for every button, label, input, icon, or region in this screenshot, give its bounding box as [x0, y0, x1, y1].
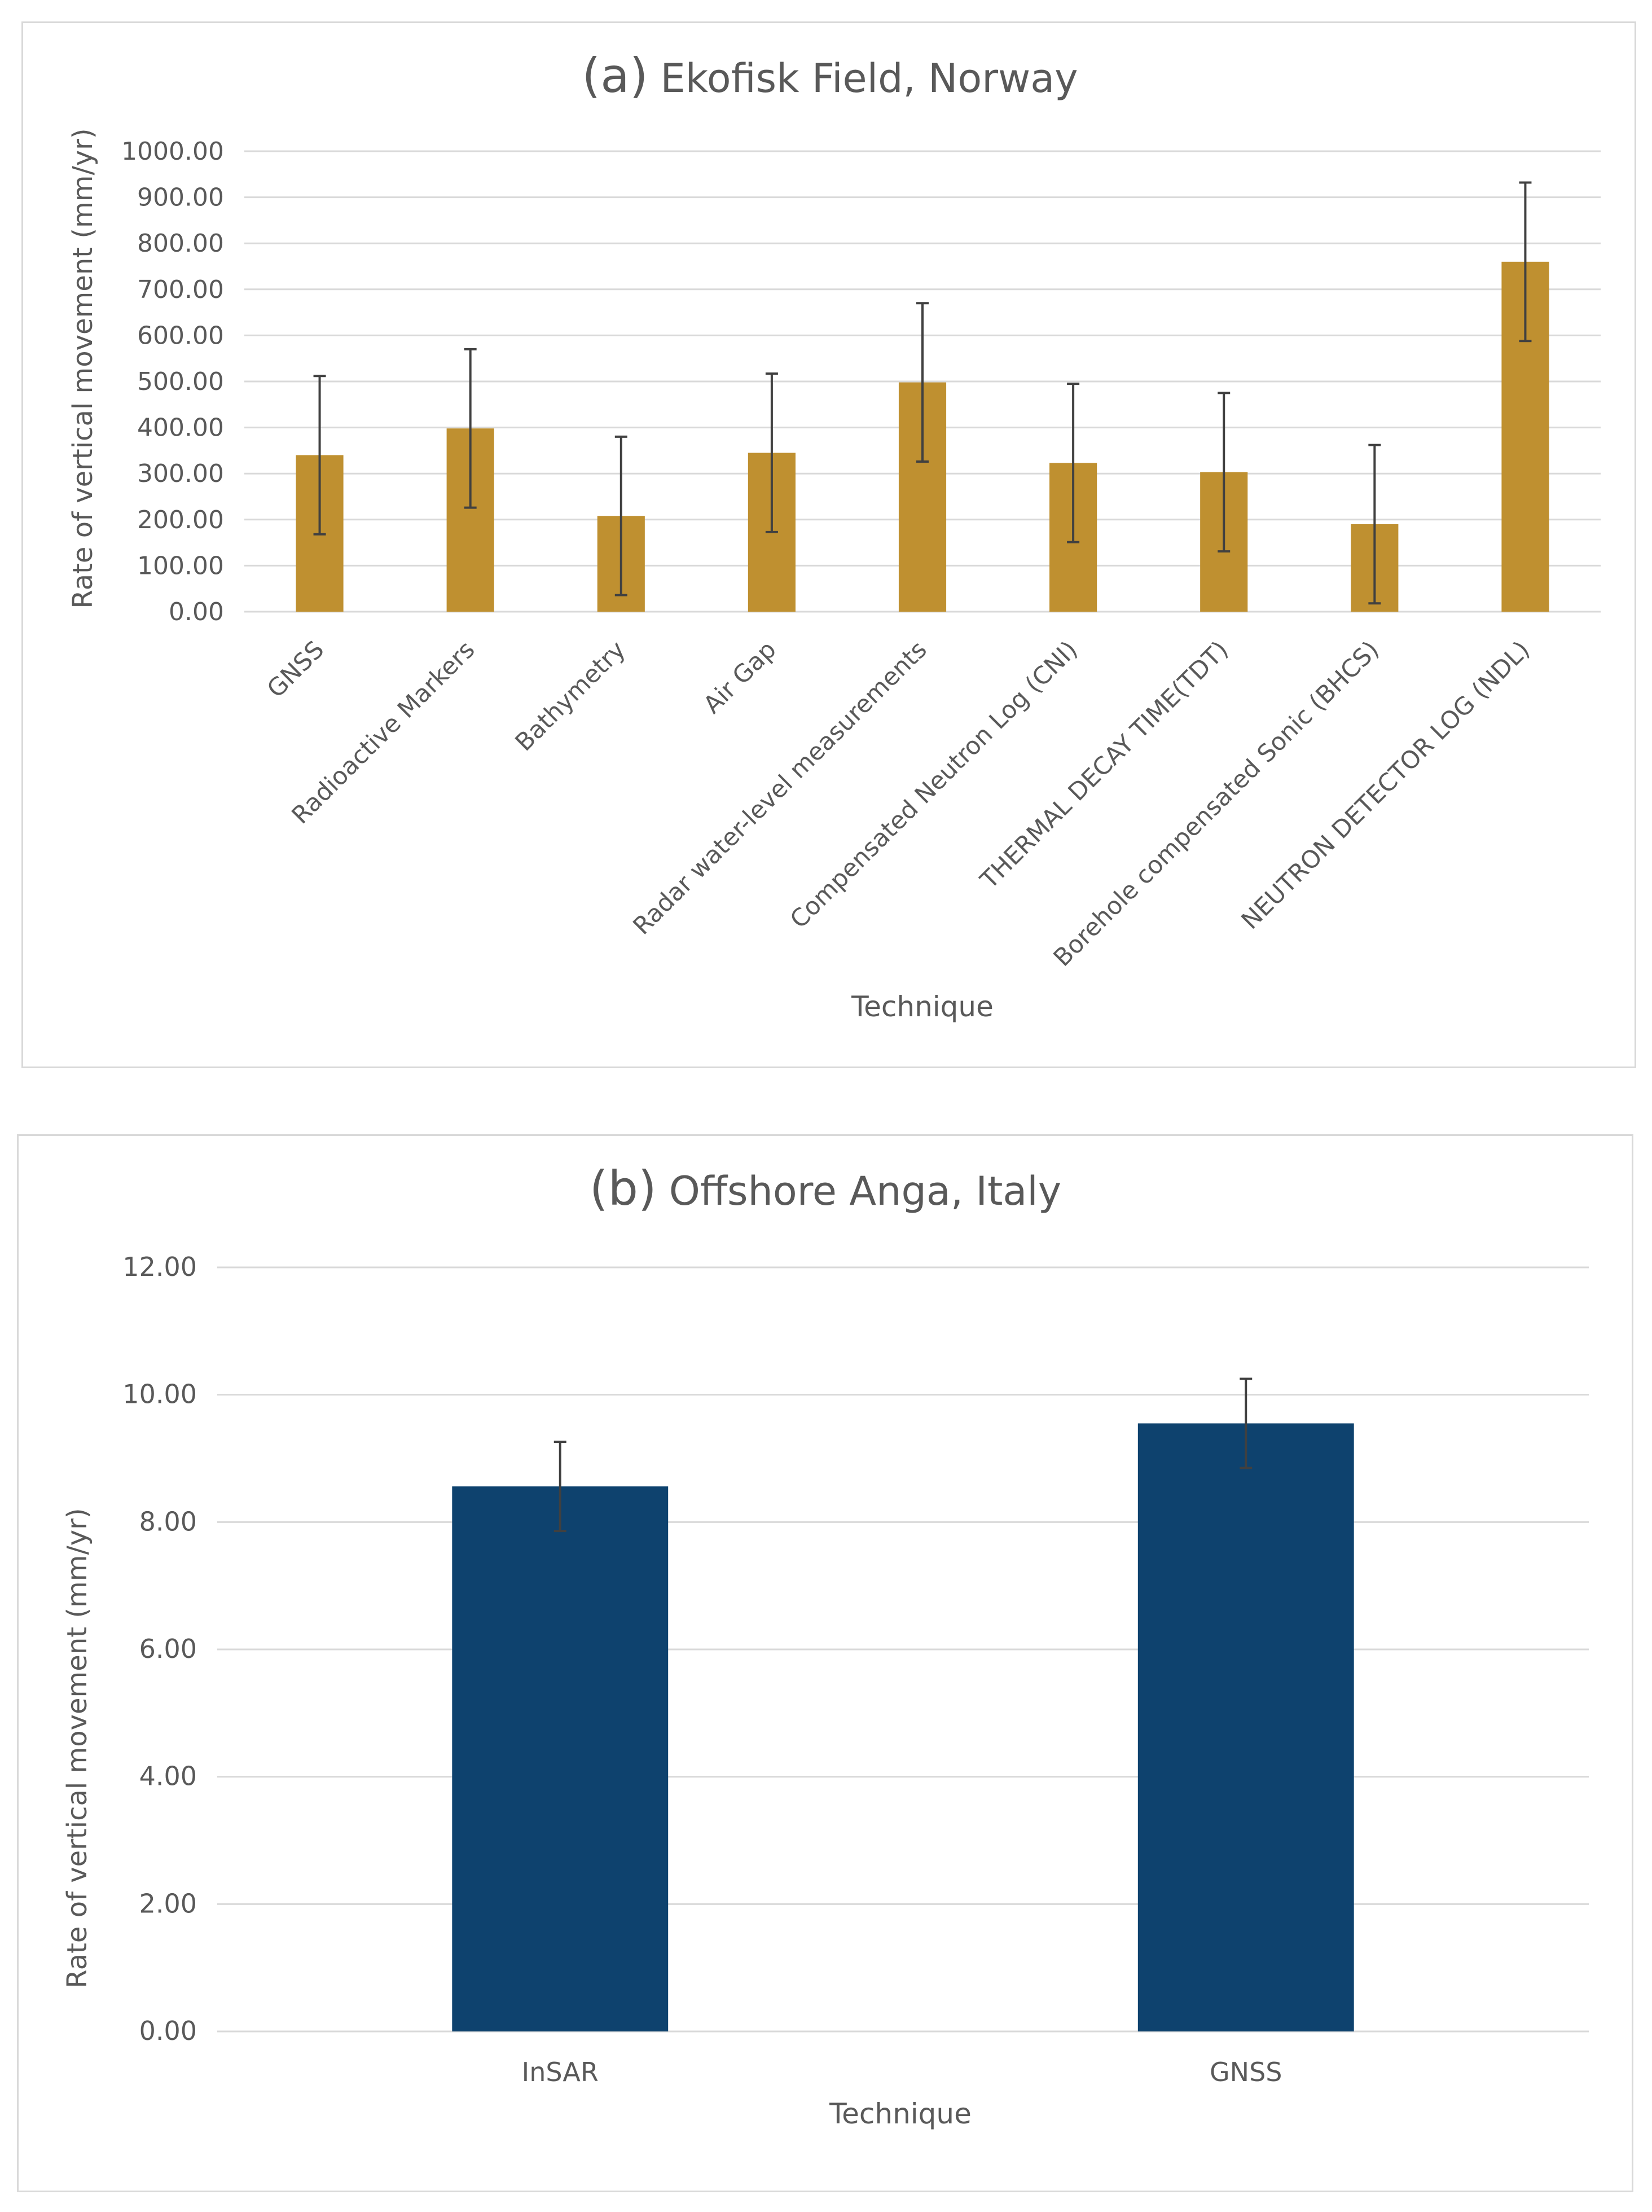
chart-a-title-text: Ekofisk Field, Norway	[660, 55, 1078, 102]
chart-a-y-axis-label: Rate of vertical movement (mm/yr)	[67, 128, 99, 608]
chart-b-y-tick-label: 6.00	[139, 1634, 197, 1664]
chart-a-error-bar	[1218, 392, 1231, 553]
chart-a-x-tick-label: NEUTRON DETECTOR LOG (NDL)	[1236, 635, 1535, 934]
chart-a-x-tick-label: Bathymetry	[510, 635, 631, 757]
chart-b-x-tick-label: GNSS	[1210, 2057, 1282, 2087]
chart-a-y-ticks: 0.00 100.00 200.00 300.00 400.00 500.00 600.00…	[121, 137, 224, 626]
chart-b-y-ticks: 0.00 2.00 4.00 6.00 8.00 10.00 12.00	[122, 1252, 197, 2046]
chart-b-error-bar	[553, 1441, 566, 1533]
chart-a-error-bar	[1368, 444, 1381, 605]
chart-a-y-tick-label: 600.00	[137, 321, 224, 350]
chart-a-y-tick-label: 0.00	[169, 598, 224, 626]
chart-a-error-bar	[1067, 383, 1080, 543]
chart-a-y-tick-label: 900.00	[137, 183, 224, 212]
chart-b-title: (b) Offshore Anga, Italy	[590, 1161, 1061, 1216]
chart-b-y-tick-label: 8.00	[139, 1506, 197, 1537]
chart-b-y-tick-label: 4.00	[139, 1761, 197, 1792]
chart-a-error-bar	[614, 435, 627, 596]
chart-b-bars	[452, 1423, 1354, 2031]
chart-b-x-axis-label: Technique	[829, 2097, 972, 2130]
chart-a-error-bar	[765, 372, 778, 533]
chart-a-x-tick-label: THERMAL DECAY TIME(TDT)	[975, 635, 1234, 894]
chart-b-x-ticks: InSAR GNSS	[522, 2057, 1282, 2087]
chart-a-y-tick-label: 100.00	[137, 551, 224, 580]
chart-a-x-axis-label: Technique	[851, 990, 994, 1023]
chart-a-error-bar	[916, 302, 929, 463]
chart-a-error-bar	[1519, 181, 1532, 343]
chart-a-x-tick-label: Air Gap	[698, 635, 781, 719]
chart-a-y-tick-label: 700.00	[137, 275, 224, 304]
chart-b-error-bar	[1240, 1377, 1253, 1469]
chart-a-x-tick-label: Borehole compensated Sonic (BHCS)	[1048, 635, 1385, 972]
chart-b-y-tick-label: 2.00	[139, 1888, 197, 1919]
chart-b-gridlines	[217, 1266, 1589, 2033]
chart-b: (b) Offshore Anga, Italy 0.00 2.00 4.00 6.00…	[61, 1161, 1589, 2130]
chart-a-error-bar	[313, 375, 326, 536]
chart-panel-b: (b) Offshore Anga, Italy 0.00 2.00 4.00 6.00…	[17, 1134, 1633, 2192]
chart-a-x-tick-label: GNSS	[262, 635, 329, 703]
chart-a-y-tick-label: 200.00	[137, 506, 224, 534]
chart-b-y-tick-label: 10.00	[122, 1379, 197, 1410]
chart-b-y-axis-label: Rate of vertical movement (mm/yr)	[61, 1508, 93, 1988]
chart-a-y-tick-label: 400.00	[137, 414, 224, 442]
chart-b-title-prefix: (b)	[590, 1161, 657, 1216]
chart-a-x-tick-label: Compensated Neutron Log (CNI)	[785, 635, 1083, 934]
chart-a-y-tick-label: 1000.00	[121, 137, 224, 166]
chart-b-y-tick-label: 12.00	[122, 1252, 197, 1282]
chart-b-bar	[1137, 1423, 1354, 2031]
chart-a-y-tick-label: 300.00	[137, 459, 224, 488]
chart-a-x-tick-label: Radar water-level measurements	[628, 635, 933, 940]
chart-b-error-bars	[553, 1377, 1253, 1533]
chart-a-title-prefix: (a)	[582, 48, 648, 103]
chart-b-bar	[452, 1486, 669, 2031]
chart-a-title: (a) Ekofisk Field, Norway	[582, 48, 1078, 103]
chart-b-x-tick-label: InSAR	[522, 2057, 599, 2087]
chart-panel-a: (a) Ekofisk Field, Norway 0.00 100.00 200.0…	[21, 21, 1636, 1068]
chart-a-error-bar	[464, 348, 477, 509]
chart-a-y-tick-label: 800.00	[137, 229, 224, 258]
chart-b-title-text: Offshore Anga, Italy	[669, 1168, 1062, 1214]
chart-a-error-bars	[313, 181, 1532, 605]
chart-a-y-tick-label: 500.00	[137, 367, 224, 396]
chart-a: (a) Ekofisk Field, Norway 0.00 100.00 200.0…	[67, 48, 1601, 1023]
chart-b-y-tick-label: 0.00	[139, 2016, 197, 2046]
